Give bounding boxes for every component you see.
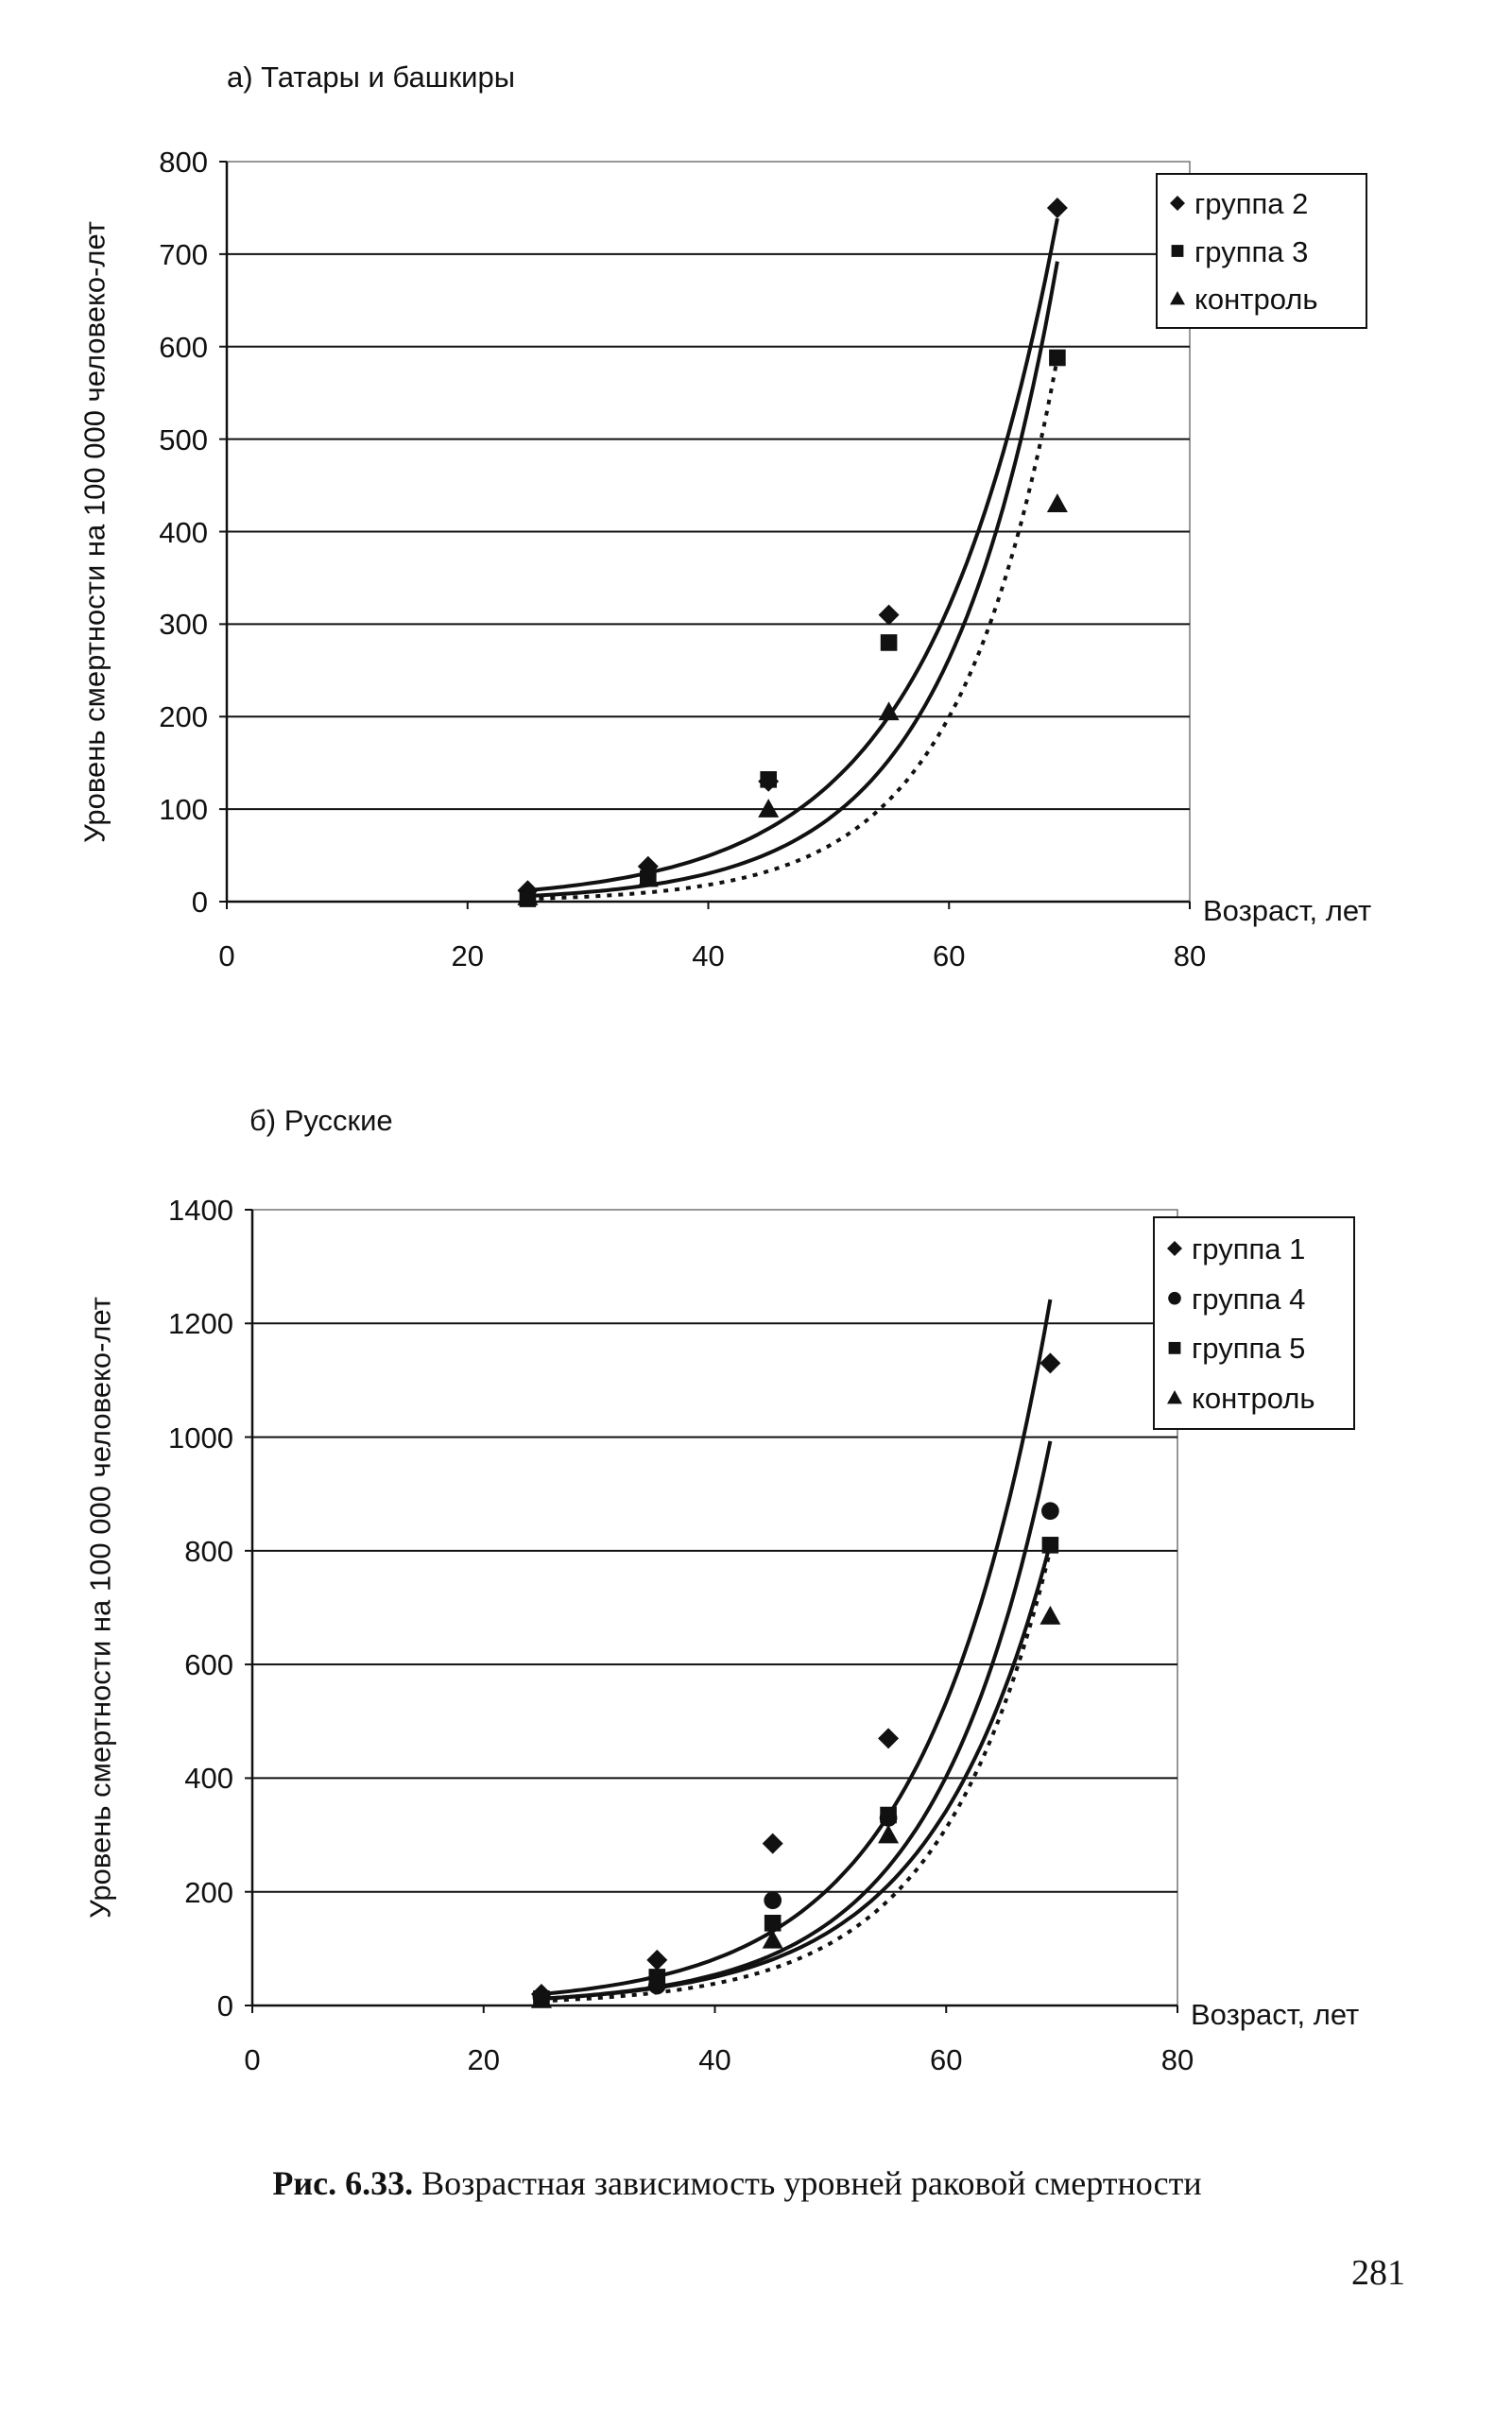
- x-tick-label: 0: [218, 939, 235, 973]
- x-axis-label: Возраст, лет: [1203, 894, 1372, 927]
- data-point-triangle: [762, 1929, 783, 1949]
- data-point-diamond: [646, 1949, 668, 1971]
- plot-area: [251, 1209, 1178, 2006]
- y-tick-label: 600: [184, 1648, 233, 1682]
- legend-label: группа 2: [1194, 187, 1309, 220]
- trend-line: [541, 1542, 1053, 2001]
- caption-label: Рис. 6.33.: [272, 2164, 414, 2202]
- y-tick-label: 400: [159, 515, 208, 549]
- series-3: [517, 357, 1068, 905]
- x-axis-label: Возраст, лет: [1191, 1998, 1360, 2031]
- legend-label: группа 4: [1192, 1282, 1306, 1316]
- data-point-square: [880, 634, 898, 651]
- y-tick-label: 400: [184, 1762, 233, 1796]
- data-point-diamond: [878, 604, 900, 626]
- data-point-square: [764, 1914, 782, 1932]
- y-axis-label: Уровень смертности на 100 000 человеко-л…: [83, 1297, 117, 1919]
- data-point-triangle: [878, 701, 900, 721]
- trend-line: [527, 261, 1059, 899]
- data-point-diamond: [762, 1833, 783, 1854]
- legend-marker-triangle: [1167, 1390, 1182, 1404]
- data-point-diamond: [1040, 1352, 1061, 1374]
- figure-caption: Рис. 6.33. Возрастная зависимость уровне…: [0, 2164, 1474, 2202]
- y-tick-label: 800: [159, 146, 208, 179]
- data-point-circle: [764, 1891, 782, 1910]
- series-1: [530, 1299, 1061, 2005]
- legend: [1153, 1216, 1355, 1430]
- legend-marker-square: [1171, 245, 1184, 257]
- y-tick-label: 500: [159, 422, 208, 456]
- legend-marker-diamond: [1167, 1241, 1182, 1256]
- y-tick-label: 100: [159, 793, 208, 827]
- data-point-triangle: [1046, 493, 1068, 512]
- chart-2: [245, 1209, 1355, 2013]
- data-point-square: [1041, 1537, 1059, 1554]
- x-tick-label: 40: [692, 939, 725, 973]
- series-4: [530, 1549, 1061, 2008]
- legend-marker-triangle: [1170, 291, 1185, 305]
- chart-title: а) Татары и башкиры: [227, 60, 515, 94]
- y-tick-label: 0: [216, 1989, 233, 2023]
- y-tick-label: 600: [159, 330, 208, 364]
- x-tick-label: 80: [1173, 939, 1207, 973]
- trend-line: [541, 1549, 1053, 2004]
- legend-label: группа 5: [1192, 1332, 1306, 1366]
- legend-marker-square: [1168, 1341, 1181, 1354]
- legend-label: группа 1: [1192, 1232, 1306, 1265]
- legend-label: группа 3: [1194, 234, 1309, 268]
- page-number: 281: [1351, 2253, 1405, 2293]
- x-tick-label: 20: [451, 939, 484, 973]
- trend-line: [541, 1299, 1053, 1996]
- x-tick-label: 0: [244, 2043, 261, 2076]
- y-tick-label: 200: [184, 1875, 233, 1909]
- data-point-triangle: [758, 799, 780, 818]
- data-point-triangle: [1040, 1606, 1061, 1625]
- y-tick-label: 1000: [168, 1420, 233, 1455]
- x-tick-label: 60: [933, 939, 966, 973]
- data-point-triangle: [530, 1988, 552, 2008]
- legend-marker-diamond: [1170, 196, 1185, 211]
- chart-1: [219, 161, 1367, 909]
- series-2: [519, 261, 1066, 907]
- x-tick-label: 60: [930, 2043, 963, 2076]
- legend: [1156, 173, 1367, 329]
- series-2: [532, 1440, 1059, 2006]
- legend-box: [1153, 1216, 1355, 1430]
- trend-line: [527, 217, 1059, 892]
- x-tick-label: 20: [467, 2043, 500, 2076]
- y-tick-label: 300: [159, 608, 208, 642]
- x-tick-label: 40: [698, 2043, 731, 2076]
- legend-label: контроль: [1192, 1382, 1315, 1415]
- x-tick-label: 80: [1160, 2043, 1194, 2076]
- y-tick-label: 200: [159, 700, 208, 734]
- caption-text: Возрастная зависимость уровней раковой с…: [413, 2164, 1202, 2202]
- data-point-diamond: [878, 1728, 900, 1749]
- data-point-triangle: [646, 1969, 668, 1988]
- series-1: [517, 197, 1068, 902]
- data-point-triangle: [517, 887, 539, 905]
- data-point-square: [760, 771, 777, 788]
- y-tick-label: 700: [159, 237, 208, 271]
- data-point-square: [1049, 349, 1066, 367]
- chart-title: б) Русские: [249, 1104, 393, 1137]
- y-tick-label: 800: [184, 1534, 233, 1568]
- legend-box: [1156, 173, 1367, 329]
- data-point-diamond: [1046, 197, 1068, 218]
- y-tick-label: 1200: [168, 1307, 233, 1341]
- data-point-triangle: [637, 868, 659, 887]
- legend-label: контроль: [1194, 283, 1318, 316]
- y-axis-label: Уровень смертности на 100 000 человеко-л…: [77, 220, 112, 843]
- data-point-triangle: [878, 1824, 900, 1844]
- legend-marker-circle: [1168, 1291, 1181, 1305]
- y-tick-label: 1400: [168, 1194, 233, 1227]
- data-point-square: [880, 1806, 897, 1824]
- data-point-circle: [1041, 1502, 1059, 1521]
- y-tick-label: 0: [191, 886, 208, 919]
